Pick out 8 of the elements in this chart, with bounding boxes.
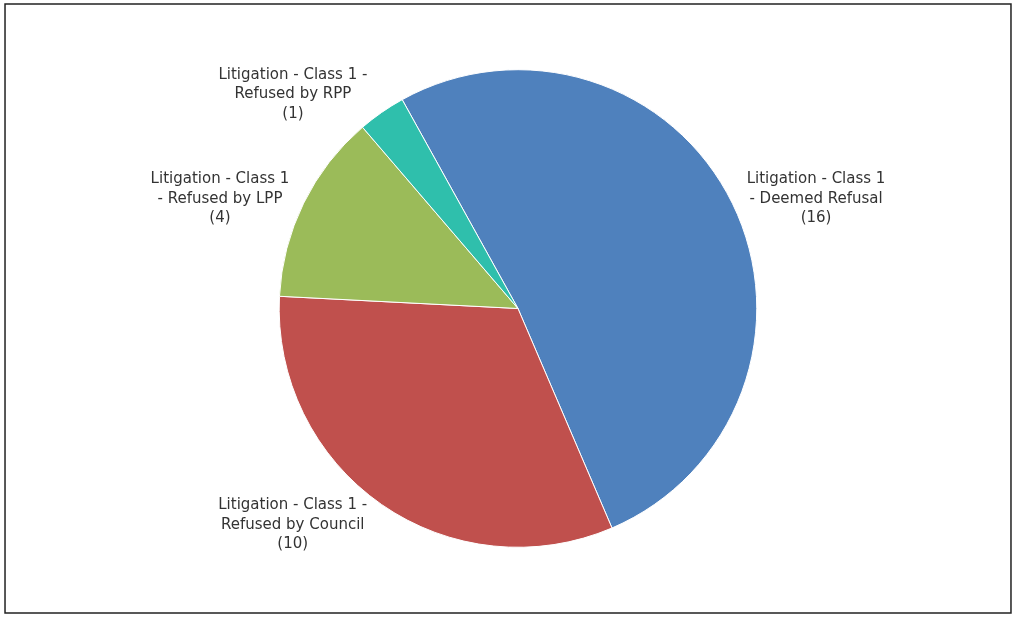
data-label: (1) bbox=[282, 103, 304, 122]
slice-label: Litigation - Class 1 - Refused by LPP bbox=[150, 169, 290, 207]
slice-label: Litigation - Class 1 - Refused by RPP bbox=[218, 64, 368, 103]
data-label: (4) bbox=[209, 208, 231, 227]
slice-label: Litigation - Class 1 - Deemed Refusal bbox=[746, 169, 886, 207]
data-label: (16) bbox=[800, 208, 832, 227]
slice-label: Litigation - Class 1 - Refused by Council bbox=[218, 495, 368, 533]
data-label: (10) bbox=[277, 534, 309, 553]
